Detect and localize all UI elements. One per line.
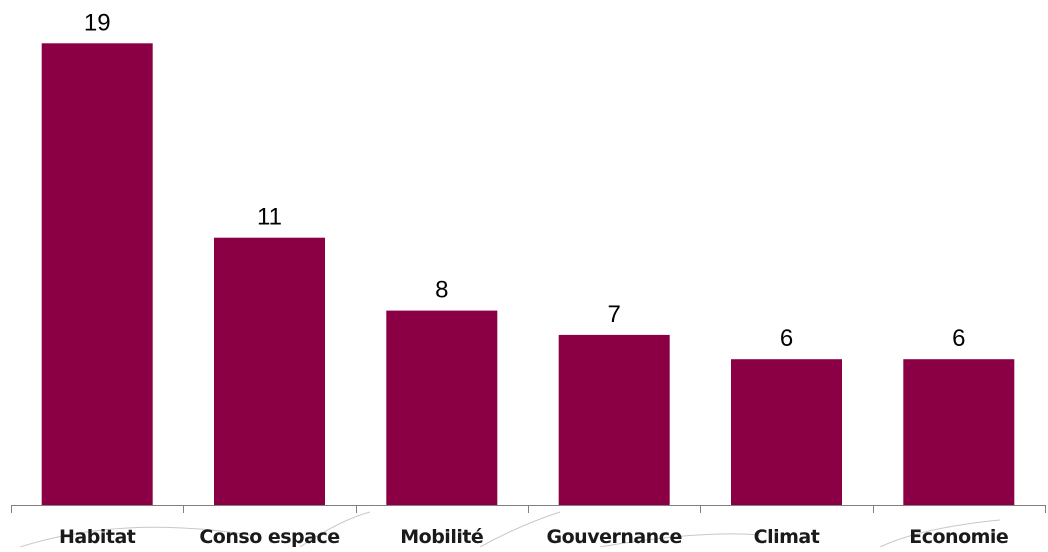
bar-series xyxy=(41,43,1015,506)
value-label-gouvernance: 7 xyxy=(608,301,621,328)
bar-economie xyxy=(903,359,1015,505)
value-label-climat: 6 xyxy=(780,325,793,352)
category-label-conso-espace: Conso espace xyxy=(199,526,339,547)
value-label-mobilite: 8 xyxy=(435,277,448,304)
value-label-economie: 6 xyxy=(952,325,965,352)
value-label-conso-espace: 11 xyxy=(257,204,282,231)
value-label-habitat: 19 xyxy=(84,9,111,36)
bar-gouvernance xyxy=(558,334,670,505)
category-label-climat: Climat xyxy=(754,526,820,547)
x-axis xyxy=(11,505,1046,513)
swoosh-decoration xyxy=(19,526,251,548)
background-swooshes xyxy=(19,511,1001,548)
category-labels: Habitat Conso espace Mobilité Gouvernance Cl… xyxy=(59,526,1009,548)
data-labels: 19 11 8 7 6 6 xyxy=(84,9,966,352)
category-label-economie: Economie xyxy=(909,526,1008,547)
category-label-gouvernance: Gouvernance xyxy=(547,526,682,547)
bar-habitat xyxy=(41,43,153,506)
category-label-habitat: Habitat xyxy=(59,526,136,547)
swoosh-decoration xyxy=(299,511,371,548)
bar-mobilite xyxy=(386,310,498,505)
swoosh-decoration xyxy=(479,511,561,548)
swoosh-decoration xyxy=(599,533,761,548)
category-label-mobilite: Mobilité xyxy=(400,526,483,547)
bar-conso-espace xyxy=(214,237,325,505)
swoosh-decoration xyxy=(879,519,1001,548)
bar-climat xyxy=(731,359,842,505)
